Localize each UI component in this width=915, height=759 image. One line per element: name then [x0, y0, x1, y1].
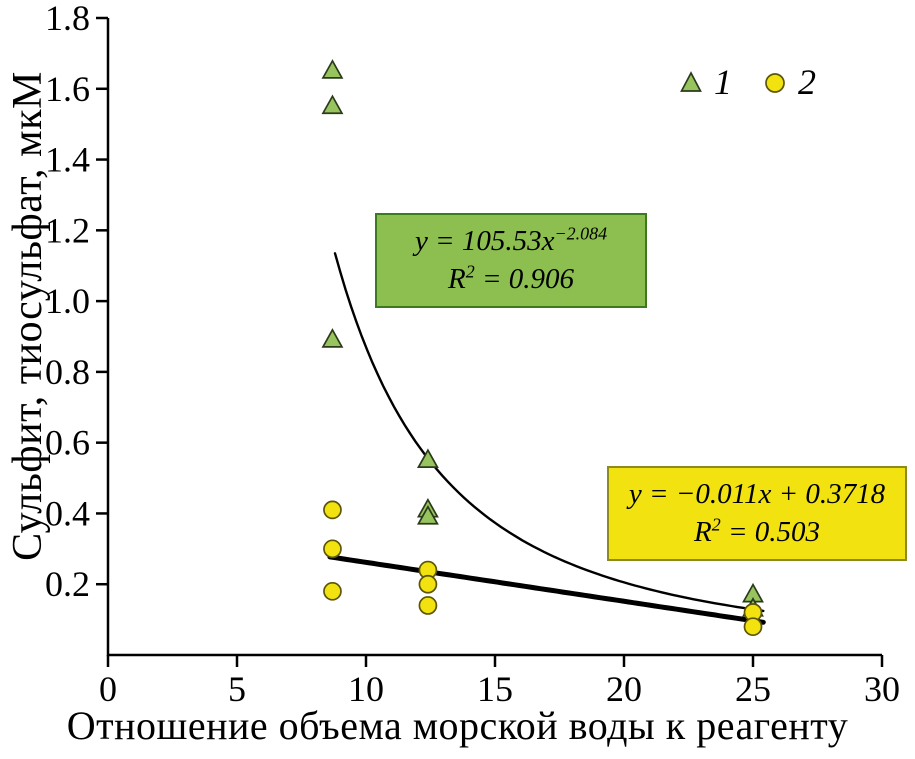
- triangle-marker: [321, 328, 344, 348]
- y-tick-label: 1.2: [45, 210, 90, 250]
- y-tick-label: 1.8: [45, 0, 90, 38]
- r2-symbol: R: [693, 516, 712, 549]
- r2-value: = 0.906: [474, 263, 575, 296]
- x-tick-label: 20: [606, 669, 642, 709]
- circle-marker: [418, 574, 438, 594]
- circle-marker: [418, 596, 438, 615]
- triangle-marker: [416, 505, 439, 525]
- y-axis-label: Сульфит, тиосульфат, мкМ: [5, 71, 51, 561]
- power-fit-equation: y = 105.53x−2.084: [387, 222, 635, 260]
- x-tick-label: 10: [348, 669, 384, 709]
- r2-exponent: 2: [711, 514, 721, 535]
- linear-fit-r2: R2 = 0.503: [619, 513, 895, 551]
- y-tick-label: 0.4: [45, 493, 90, 533]
- equation-text: y = 105.53x: [414, 225, 555, 257]
- equation-text: y = −0.011x + 0.3718: [628, 478, 886, 510]
- circle-marker: [323, 500, 342, 520]
- linear-fit-curve: [327, 554, 766, 625]
- y-tick-label: 0.2: [45, 564, 90, 604]
- circle-marker: [743, 617, 763, 637]
- x-tick-label: 25: [735, 669, 771, 709]
- x-axis-label: Отношение объема морской воды к реагенту: [66, 703, 849, 748]
- legend-entry-series-1: 1: [678, 64, 732, 100]
- y-tick-label: 1.6: [45, 69, 90, 109]
- legend-label-series-1: 1: [714, 62, 732, 102]
- x-tick-label: 15: [477, 669, 513, 709]
- x-tick-label: 0: [99, 669, 117, 709]
- equation-exponent: −2.084: [554, 223, 608, 244]
- power-fit-r2: R2 = 0.906: [387, 260, 635, 298]
- power-fit-annotation: y = 105.53x−2.084 R2 = 0.906: [375, 213, 647, 308]
- x-tick-label: 5: [228, 669, 246, 709]
- legend: 1 2: [678, 64, 816, 100]
- y-tick-label: 1.0: [45, 281, 90, 321]
- power-fit-curve: [333, 252, 765, 613]
- triangle-icon: [680, 71, 702, 92]
- linear-fit-annotation: y = −0.011x + 0.3718 R2 = 0.503: [607, 466, 907, 561]
- triangle-marker: [416, 448, 439, 469]
- x-tick-label: 30: [864, 669, 900, 709]
- y-tick-label: 1.4: [45, 140, 90, 180]
- r2-exponent: 2: [465, 261, 475, 282]
- legend-entry-series-2: 2: [762, 64, 816, 100]
- linear-fit-equation: y = −0.011x + 0.3718: [619, 475, 895, 513]
- y-tick-label: 0.6: [45, 423, 90, 463]
- r2-symbol: R: [447, 263, 466, 296]
- circle-marker: [323, 581, 342, 601]
- r2-value: = 0.503: [720, 516, 821, 549]
- circle-marker: [323, 539, 342, 559]
- triangle-marker: [321, 59, 344, 79]
- circle-icon: [765, 73, 785, 93]
- legend-label-series-2: 2: [798, 62, 816, 102]
- triangle-marker: [321, 94, 344, 115]
- y-tick-label: 0.8: [45, 352, 90, 392]
